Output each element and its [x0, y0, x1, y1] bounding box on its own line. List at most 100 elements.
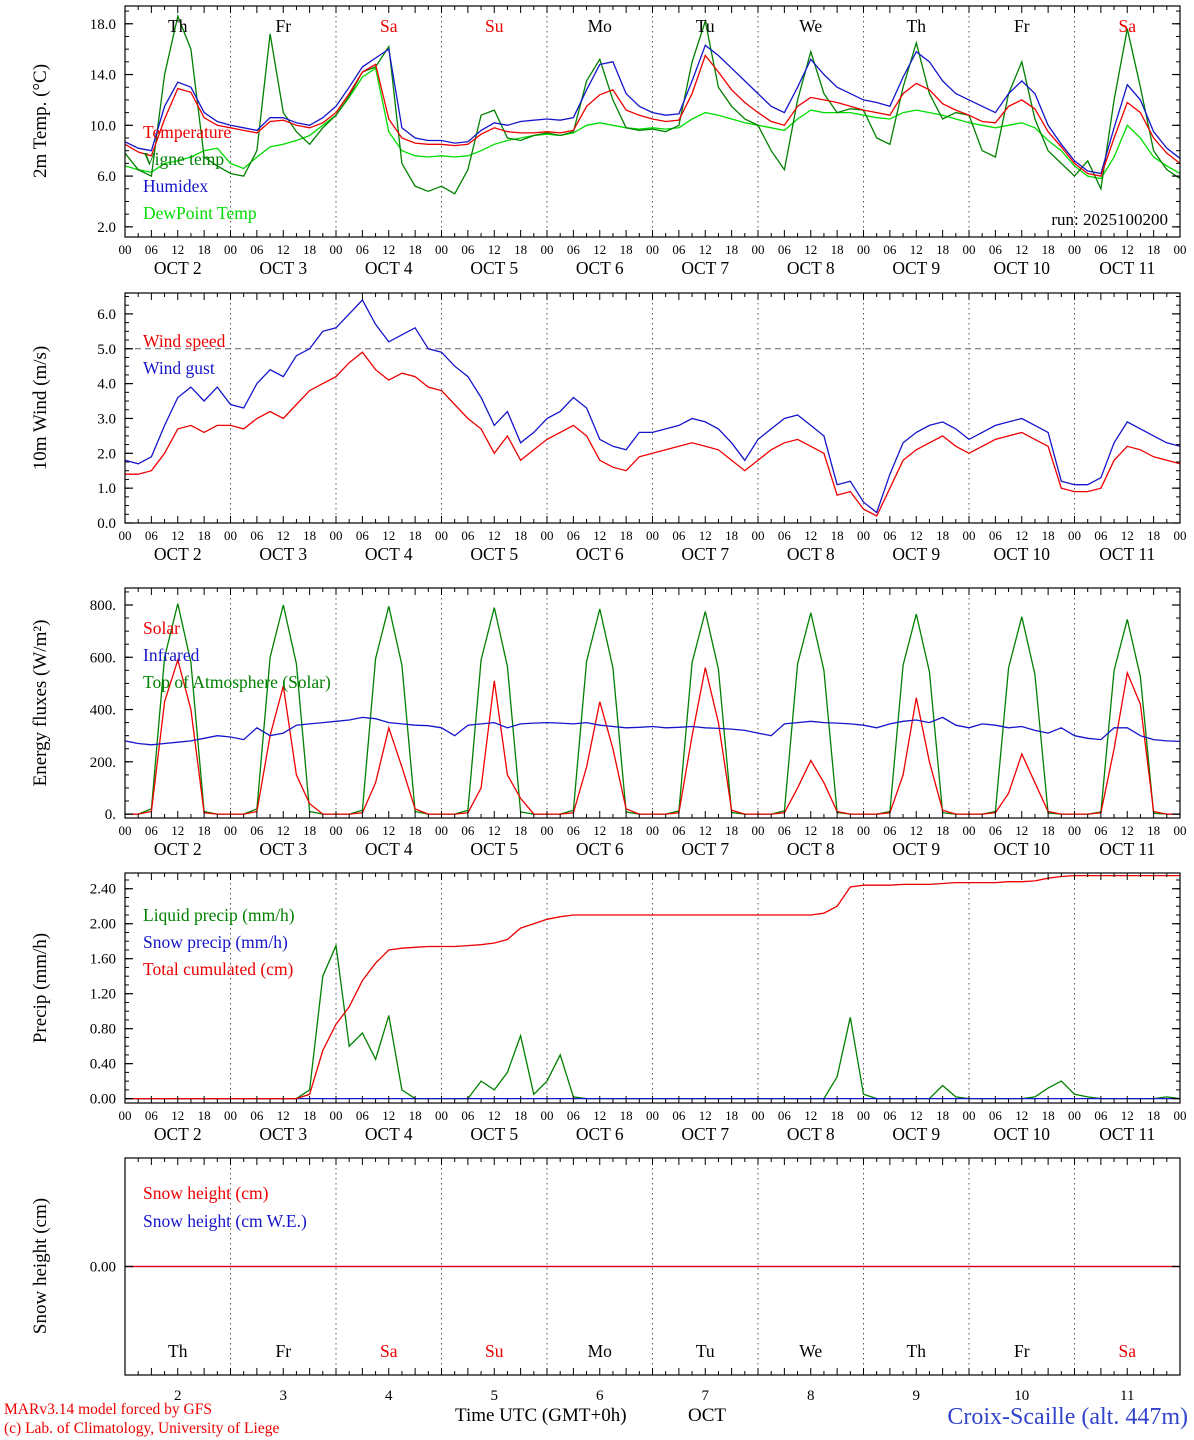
hour-label: 00 — [1068, 1108, 1081, 1123]
date-number: 2 — [174, 1388, 182, 1404]
date-label: OCT 2 — [154, 1124, 202, 1144]
series-humidex — [124, 44, 1181, 175]
hour-label: 18 — [514, 1108, 527, 1123]
legend-liquid-precip: Liquid precip (mm/h) — [143, 905, 295, 925]
hour-label: 12 — [277, 242, 290, 257]
date-label: OCT 3 — [259, 1124, 307, 1144]
date-label: OCT 3 — [259, 544, 307, 564]
hour-label: 12 — [382, 528, 395, 543]
footer-station-name: Croix-Scaille (alt. 447m) — [947, 1404, 1188, 1430]
hour-label: 00 — [963, 1108, 976, 1123]
hour-label: 00 — [857, 1108, 870, 1123]
panel-temperature: 2.0 6.0 10.0 14.0 18.0 00 06 12 18 00 06 12 18 00 06 12… — [90, 5, 1187, 278]
hour-label: 06 — [250, 823, 264, 838]
legend-vigne-temp: Vigne temp — [143, 149, 224, 169]
day-name-bottom: Tu — [696, 1341, 715, 1361]
hour-label: 12 — [593, 823, 606, 838]
day-name-bottom: Su — [485, 1341, 504, 1361]
hour-label: 12 — [804, 823, 817, 838]
day-name-bottom: Fr — [1014, 1341, 1030, 1361]
hour-label: 06 — [1094, 242, 1108, 257]
date-label: OCT 11 — [1099, 544, 1155, 564]
hour-label: 12 — [1121, 242, 1134, 257]
hour-label: 06 — [461, 823, 475, 838]
hour-label: 06 — [778, 528, 792, 543]
date-label: OCT 7 — [681, 839, 729, 859]
hour-label: 18 — [1147, 1108, 1160, 1123]
date-label: OCT 7 — [681, 258, 729, 278]
hour-label: 00 — [119, 823, 132, 838]
day-name-bottom: Th — [907, 1341, 927, 1361]
legend-infrared: Infrared — [143, 645, 200, 665]
hour-label: 06 — [356, 242, 370, 257]
hour-label: 00 — [541, 528, 554, 543]
hour-label: 06 — [672, 1108, 686, 1123]
day-name-top: Sa — [1119, 16, 1137, 36]
date-label: OCT 11 — [1099, 258, 1155, 278]
hour-label: 00 — [752, 242, 765, 257]
hour-label: 00 — [435, 528, 448, 543]
legend-total-cumulated: Total cumulated (cm) — [143, 959, 294, 979]
date-number: 11 — [1120, 1388, 1134, 1404]
hour-label: 06 — [145, 1108, 159, 1123]
date-label: OCT 4 — [365, 544, 413, 564]
y-tick-label: 4.0 — [97, 377, 116, 393]
y-tick-label: 0.00 — [90, 1260, 116, 1276]
day-name-top: Th — [907, 16, 927, 36]
hour-label: 12 — [804, 1108, 817, 1123]
hour-label: 18 — [620, 1108, 633, 1123]
hour-label: 06 — [250, 528, 264, 543]
hour-label: 18 — [725, 1108, 738, 1123]
hour-label: 06 — [989, 528, 1003, 543]
day-name-bottom: Th — [168, 1341, 188, 1361]
hour-label: 06 — [672, 242, 686, 257]
y-tick-label: 1.0 — [97, 481, 116, 497]
hour-label: 18 — [936, 823, 949, 838]
hour-label: 06 — [672, 528, 686, 543]
hour-label: 00 — [1068, 823, 1081, 838]
hour-label: 00 — [435, 242, 448, 257]
series-vigne-temp — [124, 14, 1181, 195]
legend-snow-height: Snow height (cm) — [143, 1183, 269, 1203]
hour-label: 00 — [963, 528, 976, 543]
y-tick-label: 2.40 — [90, 882, 116, 898]
date-number: 10 — [1014, 1388, 1029, 1404]
date-label: OCT 6 — [576, 1124, 624, 1144]
date-label: OCT 11 — [1099, 839, 1155, 859]
hour-label: 12 — [382, 1108, 395, 1123]
hour-label: 00 — [330, 242, 343, 257]
hour-label: 12 — [1015, 823, 1028, 838]
series-dewpoint-temp — [124, 67, 1181, 180]
day-name-top: Fr — [275, 16, 291, 36]
hour-label: 06 — [567, 823, 581, 838]
legend-solar: Solar — [143, 618, 180, 638]
hour-label: 00 — [963, 242, 976, 257]
y-tick-label: 0.40 — [90, 1057, 116, 1073]
y-tick-label: 14.0 — [90, 68, 116, 84]
hour-label: 06 — [461, 1108, 475, 1123]
hour-label: 18 — [1147, 242, 1160, 257]
hour-label: 18 — [1042, 1108, 1055, 1123]
panel1-y-axis-title: 2m Temp. (°C) — [30, 64, 51, 178]
hour-label: 00 — [224, 1108, 237, 1123]
legend-snow-height-we: Snow height (cm W.E.) — [143, 1211, 307, 1231]
hour-label: 18 — [198, 528, 211, 543]
hour-label: 12 — [1121, 528, 1134, 543]
hour-label: 12 — [910, 528, 923, 543]
date-label: OCT 4 — [365, 1124, 413, 1144]
date-number: 3 — [280, 1388, 288, 1404]
hour-label: 18 — [1042, 823, 1055, 838]
hour-label: 12 — [699, 823, 712, 838]
y-tick-label: 18.0 — [90, 17, 116, 33]
hour-label: 18 — [303, 823, 316, 838]
day-name-top: We — [799, 16, 822, 36]
y-tick-label: 2.00 — [90, 917, 116, 933]
date-label: OCT 10 — [993, 258, 1050, 278]
panel3-y-axis-title: Energy fluxes (W/m²) — [30, 620, 51, 787]
hour-label: 18 — [1147, 823, 1160, 838]
hour-label: 00 — [224, 528, 237, 543]
hour-label: 06 — [989, 823, 1003, 838]
date-label: OCT 9 — [892, 1124, 940, 1144]
hour-label: 18 — [514, 242, 527, 257]
day-name-top: Fr — [1014, 16, 1030, 36]
